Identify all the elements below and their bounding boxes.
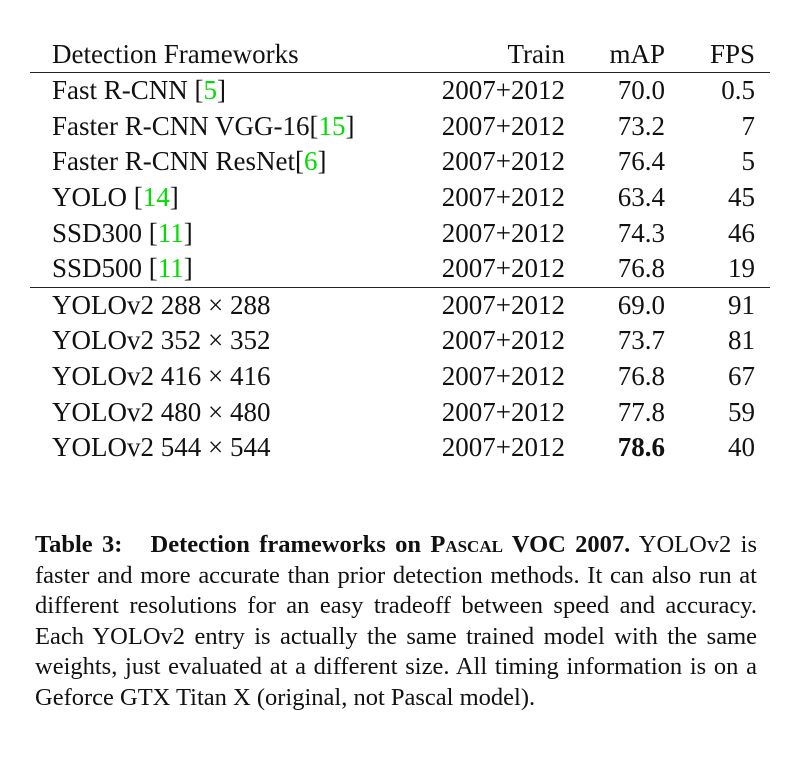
map-cell: 76.8 — [565, 251, 665, 287]
table-row: Faster R-CNN ResNet[6] 2007+2012 76.4 5 — [30, 144, 770, 180]
framework-cell: Faster R-CNN VGG-16[15] — [52, 110, 355, 141]
table-row: SSD300 [11] 2007+2012 74.3 46 — [30, 215, 770, 251]
fps-cell: 45 — [728, 182, 755, 213]
map-cell: 78.6 — [565, 430, 665, 466]
map-value: 74.3 — [617, 217, 665, 248]
citation-link[interactable]: 14 — [142, 182, 170, 213]
method-name: YOLOv2 288 × 288 — [52, 289, 271, 320]
method-name: Fast R-CNN — [52, 75, 195, 106]
map-cell: 76.4 — [565, 144, 665, 180]
fps-cell: 7 — [741, 110, 756, 141]
map-cell: 77.8 — [565, 394, 665, 430]
citation-link[interactable]: 5 — [203, 75, 218, 106]
header-map: mAP — [609, 38, 665, 69]
map-value: 73.2 — [617, 110, 665, 141]
method-name: SSD500 — [52, 253, 149, 284]
train-cell: 2007+2012 — [441, 432, 565, 463]
caption-title-a: Detection frameworks on — [150, 531, 431, 558]
method-name: Faster R-CNN ResNet — [52, 146, 295, 177]
framework-cell: YOLOv2 480 × 480 — [30, 394, 385, 430]
citation-link[interactable]: 11 — [157, 217, 184, 248]
map-value: 69.0 — [617, 289, 665, 320]
header-frameworks: Detection Frameworks — [52, 38, 299, 69]
fps-cell: 91 — [728, 289, 755, 320]
train-cell: 2007+2012 — [441, 146, 565, 177]
header-train: Train — [507, 38, 565, 69]
caption-title-b: VOC 2007. — [502, 531, 631, 558]
table-row: SSD500 [11] 2007+2012 76.8 19 — [30, 251, 770, 288]
method-name: YOLOv2 352 × 352 — [52, 325, 271, 356]
train-cell: 2007+2012 — [441, 396, 565, 427]
method-name: SSD300 — [52, 217, 149, 248]
framework-cell: Fast R-CNN [5] — [52, 75, 227, 106]
header-fps: FPS — [709, 38, 755, 69]
framework-cell: YOLOv2 544 × 544 — [30, 430, 385, 466]
map-cell: 74.3 — [565, 215, 665, 251]
map-value: 76.4 — [617, 146, 665, 177]
train-cell: 2007+2012 — [441, 217, 565, 248]
framework-cell: YOLO [14] — [52, 182, 179, 213]
caption-label: Table 3: — [35, 531, 123, 558]
table-caption: Table 3: Detection frameworks on Pascal … — [35, 530, 757, 713]
framework-cell: SSD300 [11] — [52, 217, 193, 248]
table-row: YOLOv2 288 × 288 2007+2012 69.0 91 — [30, 287, 770, 323]
map-cell: 76.8 — [565, 359, 665, 395]
train-cell: 2007+2012 — [441, 289, 565, 320]
framework-cell: YOLOv2 416 × 416 — [30, 359, 385, 395]
map-value: 77.8 — [617, 396, 665, 427]
fps-cell: 40 — [728, 432, 755, 463]
map-value: 73.7 — [617, 325, 665, 356]
citation-link[interactable]: 11 — [157, 253, 184, 284]
map-cell: 73.7 — [565, 323, 665, 359]
framework-cell: Faster R-CNN ResNet[6] — [52, 146, 327, 177]
train-cell: 2007+2012 — [441, 253, 565, 284]
map-cell: 69.0 — [565, 287, 665, 323]
fps-cell: 81 — [728, 325, 755, 356]
framework-cell: YOLOv2 352 × 352 — [30, 323, 385, 359]
fps-cell: 19 — [728, 253, 755, 284]
method-name: YOLOv2 416 × 416 — [52, 361, 271, 392]
framework-cell: SSD500 [11] — [52, 253, 193, 284]
map-value: 76.8 — [617, 253, 665, 284]
map-cell: 73.2 — [565, 109, 665, 145]
caption-title-pascal: Pascal — [430, 531, 503, 558]
table-row: YOLOv2 480 × 480 2007+2012 77.8 59 — [30, 394, 770, 430]
map-cell: 70.0 — [565, 73, 665, 109]
method-name: YOLOv2 544 × 544 — [52, 432, 271, 463]
fps-cell: 0.5 — [721, 75, 755, 106]
map-value: 76.8 — [617, 361, 665, 392]
fps-cell: 67 — [728, 361, 755, 392]
table-row: YOLO [14] 2007+2012 63.4 45 — [30, 180, 770, 216]
caption-body: YOLOv2 is faster and more accurate than … — [35, 531, 758, 711]
table-row: YOLOv2 544 × 544 2007+2012 78.6 40 — [30, 430, 770, 466]
map-value: 70.0 — [617, 75, 665, 106]
table-row: YOLOv2 352 × 352 2007+2012 73.7 81 — [30, 323, 770, 359]
fps-cell: 59 — [728, 396, 755, 427]
results-table: Detection Frameworks Train mAP FPS Fast … — [30, 36, 770, 466]
method-name: YOLOv2 480 × 480 — [52, 396, 271, 427]
table-header-row: Detection Frameworks Train mAP FPS — [30, 36, 770, 73]
method-name: Faster R-CNN VGG-16 — [52, 110, 310, 141]
train-cell: 2007+2012 — [441, 110, 565, 141]
train-cell: 2007+2012 — [441, 325, 565, 356]
table-row: Faster R-CNN VGG-16[15] 2007+2012 73.2 7 — [30, 109, 770, 145]
train-cell: 2007+2012 — [441, 182, 565, 213]
citation-link[interactable]: 6 — [303, 146, 318, 177]
citation-link[interactable]: 15 — [318, 110, 346, 141]
table-row: Fast R-CNN [5] 2007+2012 70.0 0.5 — [30, 73, 770, 109]
framework-cell: YOLOv2 288 × 288 — [30, 287, 385, 323]
map-value: 78.6 — [617, 432, 665, 463]
map-cell: 63.4 — [565, 180, 665, 216]
map-value: 63.4 — [617, 182, 665, 213]
fps-cell: 46 — [728, 217, 755, 248]
train-cell: 2007+2012 — [441, 361, 565, 392]
fps-cell: 5 — [741, 146, 756, 177]
method-name: YOLO — [52, 182, 134, 213]
train-cell: 2007+2012 — [441, 75, 565, 106]
table-row: YOLOv2 416 × 416 2007+2012 76.8 67 — [30, 359, 770, 395]
table-body: Fast R-CNN [5] 2007+2012 70.0 0.5 Faster R-C… — [30, 73, 770, 466]
